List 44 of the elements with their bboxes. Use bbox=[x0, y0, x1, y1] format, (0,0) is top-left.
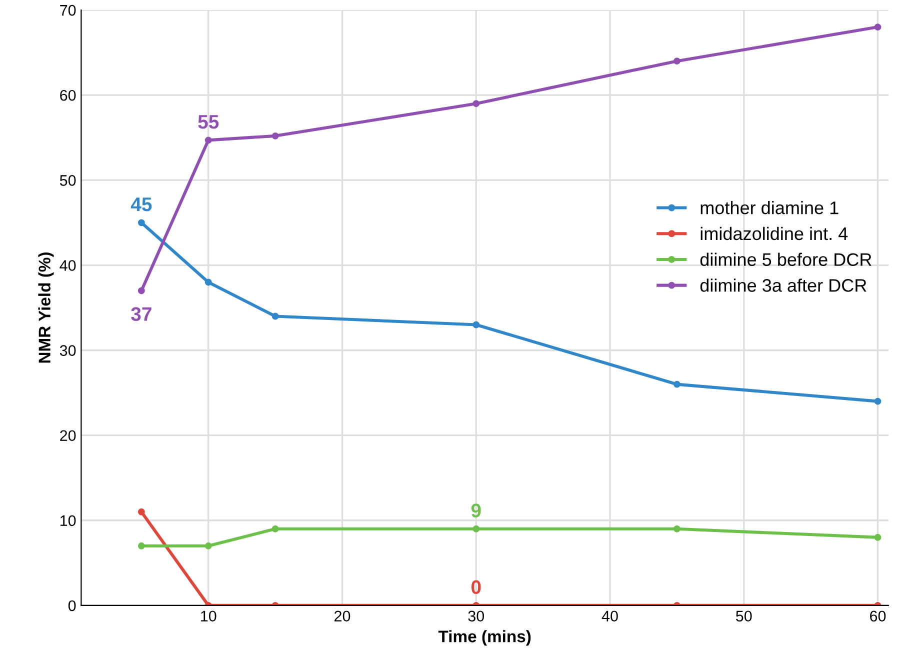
point bbox=[204, 136, 212, 144]
y-tick-label: 20 bbox=[60, 430, 76, 442]
point bbox=[272, 312, 279, 320]
x-tick-label: 50 bbox=[736, 610, 752, 622]
point bbox=[673, 58, 680, 65]
annotation: 9 bbox=[471, 504, 481, 518]
x-tick-label: 60 bbox=[870, 610, 886, 622]
y-tick-label: 40 bbox=[60, 260, 76, 271]
point bbox=[472, 321, 480, 328]
y-tick-label: 50 bbox=[60, 175, 76, 186]
point bbox=[138, 219, 145, 226]
point bbox=[472, 100, 480, 108]
y-axis-title: NMR Yield (%) bbox=[38, 252, 54, 363]
point bbox=[472, 525, 480, 532]
legend-label: diimine 5 before DCR bbox=[700, 252, 872, 266]
point bbox=[204, 542, 212, 550]
annotation: 55 bbox=[198, 115, 219, 129]
annotation: 45 bbox=[130, 198, 152, 212]
legend-label: mother diamine 1 bbox=[700, 200, 838, 214]
point bbox=[204, 278, 212, 286]
y-tick-label: 60 bbox=[60, 90, 76, 101]
point bbox=[673, 380, 680, 388]
point bbox=[272, 132, 279, 140]
point bbox=[138, 542, 145, 550]
legend-label: diimine 3a after DCR bbox=[700, 278, 866, 292]
point bbox=[874, 24, 882, 31]
x-tick-label: 30 bbox=[468, 610, 484, 622]
x-tick-label: 10 bbox=[201, 610, 216, 622]
legend-label: imidazolidine int. 4 bbox=[700, 226, 848, 240]
point bbox=[138, 287, 145, 294]
y-tick-label: 0 bbox=[68, 600, 76, 612]
point bbox=[874, 398, 882, 405]
x-axis-title: Time (mins) bbox=[438, 630, 531, 646]
point bbox=[673, 525, 680, 532]
point bbox=[272, 525, 279, 532]
annotation: 37 bbox=[131, 307, 152, 321]
point bbox=[138, 508, 145, 516]
y-tick-label: 10 bbox=[60, 515, 76, 526]
annotation: 0 bbox=[471, 580, 481, 594]
x-tick-label: 40 bbox=[602, 610, 618, 622]
y-tick-label: 30 bbox=[60, 345, 76, 356]
x-tick-label: 20 bbox=[334, 610, 350, 622]
point bbox=[874, 534, 882, 541]
y-tick-label: 70 bbox=[60, 4, 76, 16]
